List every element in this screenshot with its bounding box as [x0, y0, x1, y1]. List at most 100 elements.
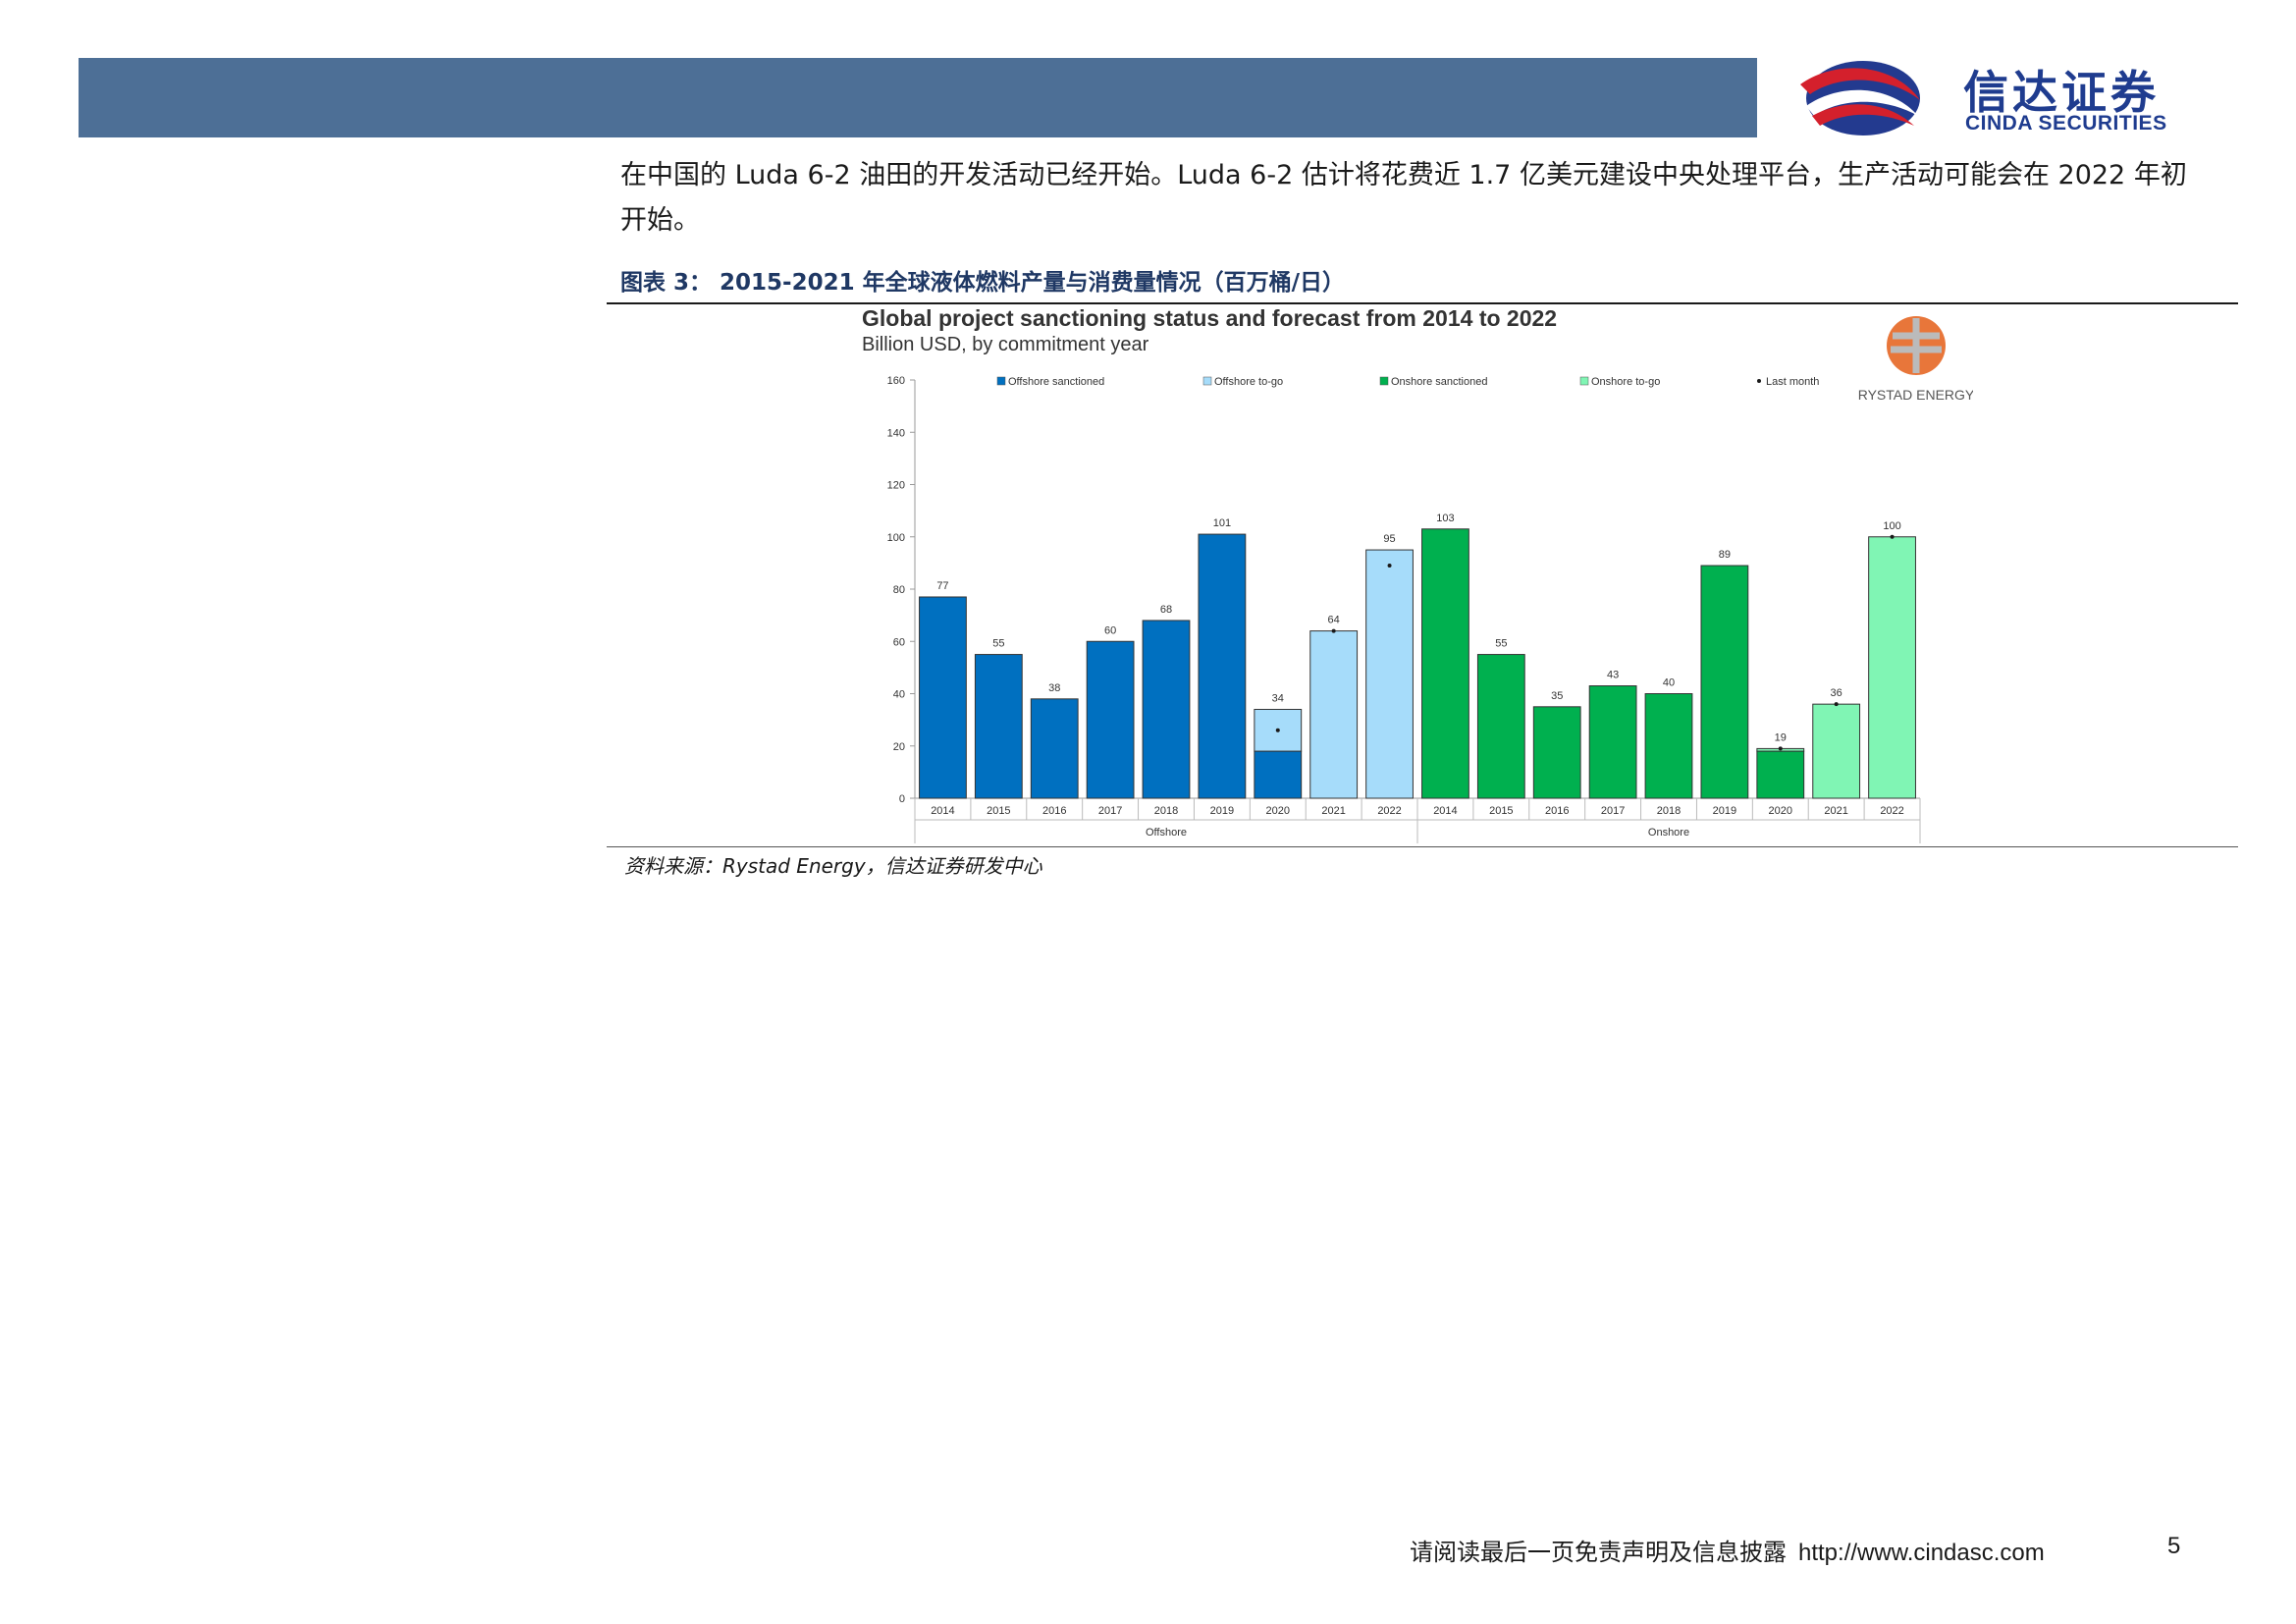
source-rule — [607, 846, 2238, 847]
x-tick-label: 2016 — [1042, 805, 1066, 817]
bar-value-label: 100 — [1883, 520, 1900, 532]
y-tick-label: 140 — [887, 427, 905, 439]
footer-disclaimer: 请阅读最后一页免责声明及信息披露 http://www.cindasc.com — [1410, 1533, 2045, 1567]
bar-sanctioned — [974, 654, 1023, 799]
x-tick-label: 2022 — [1377, 805, 1401, 817]
x-tick-label: 2017 — [1601, 805, 1625, 817]
x-tick-label: 2022 — [1880, 805, 1903, 817]
bar-value-label: 34 — [1272, 692, 1284, 704]
y-tick-label: 80 — [893, 584, 905, 596]
last-month-marker — [1834, 702, 1839, 707]
legend-swatch — [1202, 376, 1212, 386]
footer-url-link[interactable]: http://www.cindasc.com — [1798, 1540, 2045, 1566]
legend-label: Last month — [1766, 376, 1819, 388]
bar-sanctioned — [1756, 750, 1805, 799]
legend-swatch — [1579, 376, 1589, 386]
y-tick-label: 0 — [899, 793, 905, 805]
legend-swatch — [996, 376, 1006, 386]
legend-swatch — [1379, 376, 1389, 386]
y-tick-label: 160 — [887, 375, 905, 387]
y-tick-label: 40 — [893, 689, 905, 701]
legend-label: Onshore to-go — [1591, 376, 1660, 388]
last-month-marker — [1890, 534, 1895, 539]
chart-area: Global project sanctioning status and fo… — [854, 306, 1973, 846]
x-tick-label: 2019 — [1210, 805, 1234, 817]
bar-value-label: 36 — [1831, 687, 1842, 699]
caption-rule — [607, 302, 2238, 304]
chart-bars: 77 55 38 60 68 101 34 64 95 103 55 35 43 40 89 19 36 100 — [919, 513, 1916, 799]
x-tick-label: 2020 — [1266, 805, 1290, 817]
disclaimer-text: 请阅读最后一页免责声明及信息披露 — [1410, 1539, 1787, 1566]
legend-marker — [1757, 379, 1761, 383]
bar-to-go — [1365, 549, 1414, 799]
legend-label: Offshore to-go — [1214, 376, 1283, 388]
x-tick-label: 2015 — [987, 805, 1010, 817]
x-tick-label: 2016 — [1545, 805, 1569, 817]
x-tick-label: 2014 — [1433, 805, 1457, 817]
page-number: 5 — [2167, 1533, 2181, 1559]
x-tick-label: 2019 — [1713, 805, 1736, 817]
bar-to-go — [1812, 703, 1861, 799]
cinda-logo-icon — [1800, 61, 1920, 135]
y-tick-label: 100 — [887, 532, 905, 544]
bar-sanctioned — [1421, 528, 1469, 799]
bar-sanctioned — [1588, 685, 1637, 799]
bar-value-label: 95 — [1383, 533, 1395, 545]
bar-chart: Global project sanctioning status and fo… — [862, 306, 1973, 843]
bar-value-label: 103 — [1436, 513, 1454, 524]
bar-value-label: 68 — [1160, 604, 1172, 616]
bar-value-label: 55 — [1495, 638, 1507, 650]
brand-logo: 信达证券 CINDA SECURITIES — [1796, 51, 2209, 144]
last-month-marker — [1778, 746, 1783, 751]
last-month-marker — [1331, 628, 1336, 633]
bar-sanctioned — [1142, 620, 1191, 799]
x-tick-label: 2018 — [1154, 805, 1178, 817]
bar-value-label: 35 — [1551, 690, 1563, 702]
bar-to-go — [1309, 630, 1359, 799]
x-tick-label: 2018 — [1657, 805, 1681, 817]
group-label: Offshore — [1146, 827, 1187, 839]
x-tick-label: 2021 — [1824, 805, 1847, 817]
bar-value-label: 101 — [1213, 517, 1231, 529]
header-bar — [79, 58, 1757, 137]
bar-value-label: 89 — [1719, 549, 1731, 561]
rystad-logo: RYSTAD ENERGY — [1858, 316, 1973, 403]
brand-name-en: CINDA SECURITIES — [1965, 112, 2167, 135]
body-paragraph: 在中国的 Luda 6-2 油田的开发活动已经开始。Luda 6-2 估计将花费… — [620, 160, 2187, 236]
x-tick-label: 2020 — [1769, 805, 1792, 817]
bar-sanctioned — [1086, 640, 1135, 799]
brand-name-cn: 信达证券 — [1963, 66, 2160, 119]
x-tick-label: 2014 — [931, 805, 954, 817]
bar-value-label: 60 — [1104, 624, 1116, 636]
x-tick-label: 2015 — [1489, 805, 1513, 817]
bar-value-label: 55 — [992, 638, 1004, 650]
bar-sanctioned — [1700, 565, 1749, 799]
figure-caption: 图表 3： 2015-2021 年全球液体燃料产量与消费量情况（百万桶/日） — [620, 270, 1345, 296]
bar-sanctioned — [919, 596, 967, 799]
bar-value-label: 64 — [1328, 615, 1340, 626]
bar-sanctioned — [1476, 654, 1525, 799]
legend-label: Onshore sanctioned — [1391, 376, 1487, 388]
bar-to-go — [1868, 536, 1916, 799]
y-tick-label: 60 — [893, 636, 905, 648]
chart-axes: 0 20 40 60 80 100 120 140 160 2014 2015 2016 2017 201… — [887, 375, 1921, 843]
legend-label: Offshore sanctioned — [1008, 376, 1104, 388]
rystad-grid-mark — [1891, 318, 1942, 373]
bar-value-label: 19 — [1775, 731, 1787, 743]
group-label: Onshore — [1648, 827, 1689, 839]
bar-value-label: 38 — [1048, 682, 1060, 694]
chart-subtitle: Billion USD, by commitment year — [862, 334, 1149, 355]
rystad-brand-text: RYSTAD ENERGY — [1858, 387, 1973, 403]
bar-sanctioned — [1644, 693, 1693, 799]
bar-value-label: 43 — [1607, 670, 1619, 681]
chart-legend: Offshore sanctioned Offshore to-go Onshore… — [996, 376, 1819, 388]
bar-value-label: 40 — [1663, 677, 1675, 689]
bar-value-label: 77 — [936, 580, 948, 592]
chart-title: Global project sanctioning status and fo… — [862, 306, 1557, 331]
y-tick-label: 20 — [893, 741, 905, 753]
bar-sanctioned — [1198, 533, 1247, 799]
x-tick-label: 2021 — [1321, 805, 1345, 817]
figure-source: 资料来源：Rystad Energy，信达证券研发中心 — [624, 854, 1042, 878]
x-tick-label: 2017 — [1098, 805, 1122, 817]
bar-sanctioned — [1030, 698, 1079, 799]
